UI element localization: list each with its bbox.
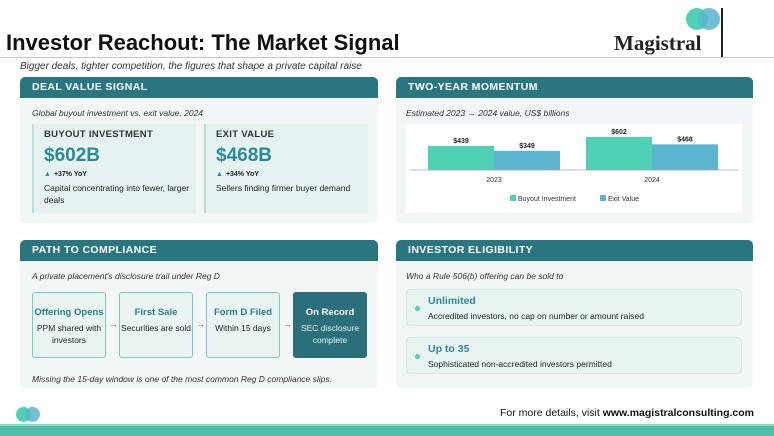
data-label: $602 [611,129,627,136]
logo-circles-icon [686,8,726,30]
bar-exit-value-2023 [494,150,560,170]
data-label: $349 [519,143,535,150]
buyout-value: $602B [44,145,100,166]
eligibility-heading: INVESTOR ELIGIBILITY [396,240,753,261]
bar-buyout-investment-2023 [428,145,494,170]
exit-value: $468B [216,145,272,166]
deal-value-heading: DEAL VALUE SIGNAL [20,77,378,98]
buyout-delta: ▲ +37% YoY [44,171,87,178]
buyout-stat: BUYOUT INVESTMENT $602B ▲ +37% YoY Capita… [32,124,196,213]
bar-exit-value-2024 [652,144,718,170]
page-subtitle: Bigger deals, tighter competition, the f… [20,61,362,72]
exit-delta: ▲ +34% YoY [216,171,259,178]
data-label: $439 [453,138,469,145]
footer-logo-icon [16,407,44,422]
eligibility-note: Who a Rule 506(b) offering can be sold t… [406,271,564,281]
compliance-heading: PATH TO COMPLIANCE [20,240,378,261]
momentum-bar-chart: $439 $349 2023 $602 $468 2024 Buyout Investmen… [410,129,738,203]
buyout-desc: Capital concentrating into fewer, larger… [44,183,190,205]
page-title: Investor Reachout: The Market Signal [6,30,400,55]
legend-swatch [600,195,606,201]
eligibility-item-up-to-35: Up to 35 Sophisticated non-accredited in… [406,337,742,374]
logo-text: Magistral [614,31,702,55]
eligibility-item-unlimited: Unlimited Accredited investors, no cap o… [406,289,742,326]
up-triangle-icon: ▲ [44,171,51,178]
step-on-record: On Record SEC disclosure complete [293,292,367,358]
website-link[interactable]: www.magistralconsulting.com [602,407,754,419]
x-tick-label: 2024 [644,177,660,184]
header-divider [0,57,774,58]
exit-title: EXIT VALUE [216,129,275,140]
deal-value-note: Global buyout investment vs. exit value,… [32,108,204,118]
footer-text: For more details, visit www.magistralcon… [499,407,754,419]
company-logo[interactable]: Magistral [612,6,724,58]
legend-label: Buyout Investment [518,196,576,203]
momentum-heading: TWO-YEAR MOMENTUM [396,77,753,98]
step-arrow-icon: → [283,319,292,329]
bullet-dot-icon [415,306,420,311]
step-first-sale: First Sale Securities are sold [119,292,193,358]
footer-band-accent [0,424,774,426]
deal-value-card: DEAL VALUE SIGNAL Global buyout investme… [20,77,378,223]
step-form-d-filed: Form D Filed Within 15 days [206,292,280,358]
legend-label: Exit Value [608,196,639,203]
footer-band [0,426,774,436]
buyout-title: BUYOUT INVESTMENT [44,129,154,140]
logo-divider [721,8,723,57]
step-arrow-icon: → [109,319,118,329]
compliance-footnote: Missing the 15-day window is one of the … [32,374,332,384]
momentum-card: TWO-YEAR MOMENTUM Estimated 2023 → 2024 … [396,77,753,223]
step-arrow-icon: → [196,319,205,329]
bullet-dot-icon [415,354,420,359]
exit-desc: Sellers finding firmer buyer demand [216,183,351,193]
compliance-note: A private placement's disclosure trail u… [32,271,220,281]
legend-swatch [510,195,516,201]
momentum-chart-area: $439 $349 2023 $602 $468 2024 Buyout Investmen… [406,124,742,213]
bar-buyout-investment-2024 [586,136,652,170]
momentum-note: Estimated 2023 → 2024 value, US$ billion… [406,108,570,118]
step-offering-opens: Offering Opens PPM shared with investors [32,292,106,358]
x-tick-label: 2023 [486,177,502,184]
up-triangle-icon: ▲ [216,171,223,178]
data-label: $468 [677,136,693,143]
exit-stat: EXIT VALUE $468B ▲ +34% YoY Sellers findi… [204,124,368,213]
